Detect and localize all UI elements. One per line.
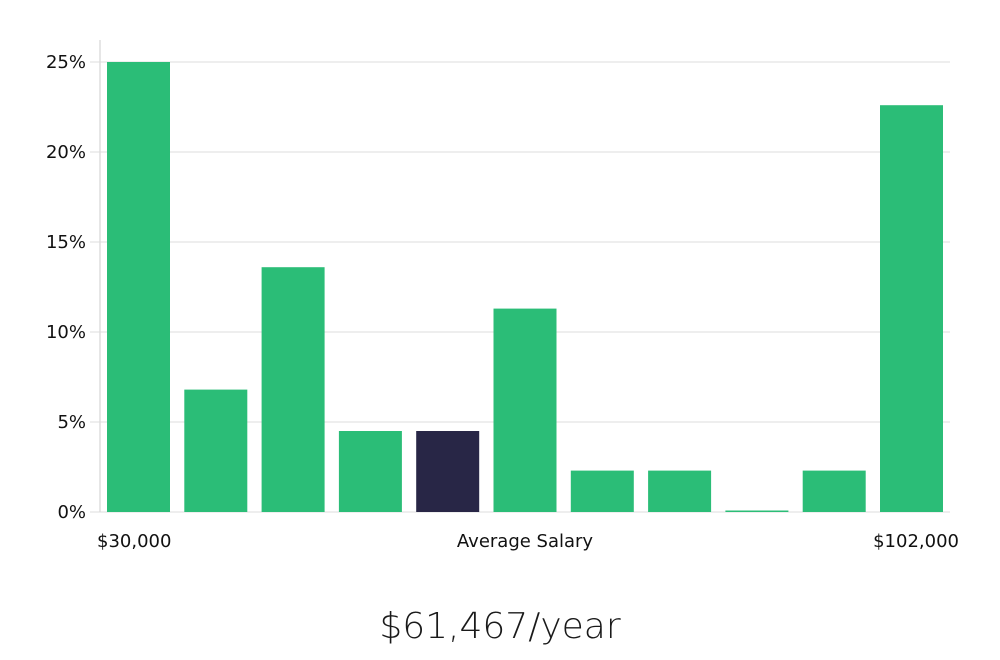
bars [107,62,943,512]
bar [261,267,325,512]
x-tick-label-max: $102,000 [873,531,959,552]
y-tick-label: 0% [57,502,86,523]
bar [493,308,557,512]
bar [648,470,712,512]
y-tick-label: 20% [46,142,86,163]
bar-average-salary [416,431,480,512]
y-axis-ticks: 0% 5% 10% 15% 20% 25% [46,52,86,523]
salary-histogram: 0% 5% 10% 15% 20% 25% $30,000 Average Salary … [46,40,959,552]
bar [802,470,866,512]
x-axis-center-label: Average Salary [457,531,594,552]
x-axis-labels: $30,000 Average Salary $102,000 [97,531,959,552]
y-tick-label: 15% [46,232,86,253]
bar [725,510,789,512]
bar [107,62,170,512]
y-tick-label: 25% [46,52,86,73]
bar [184,389,248,512]
y-tick-label: 5% [57,412,86,433]
bar [338,431,402,512]
average-salary-value: $61,467/year [379,606,621,647]
y-tick-label: 10% [46,322,86,343]
bar [570,470,634,512]
bar [880,105,943,512]
x-tick-label-min: $30,000 [97,531,171,552]
